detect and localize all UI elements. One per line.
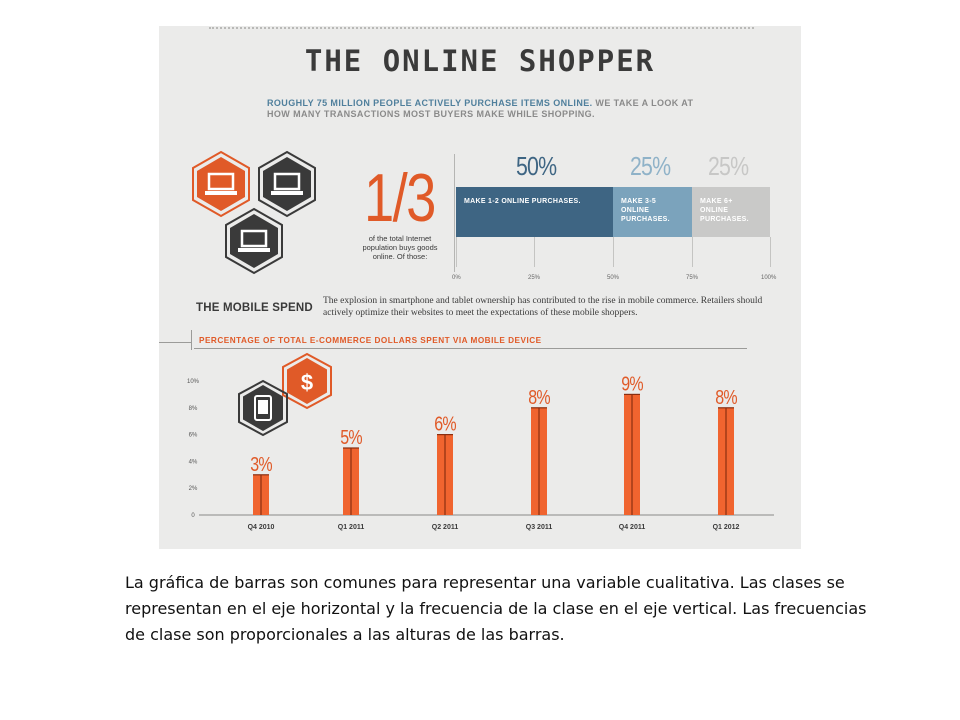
breakdown-segment-1: MAKE 1-2 ONLINE PURCHASES.	[456, 187, 613, 237]
breakdown-tick-label: 100%	[761, 275, 777, 281]
breakdown-segment-3: MAKE 6+ ONLINE PURCHASES.	[692, 187, 770, 237]
fraction-value: 1/3	[364, 160, 436, 236]
bar-chart: 0 2% 4% 6% 8% 10% 3% Q4 2010 5% Q1 2011 6% Q2 2011 8…	[187, 373, 774, 531]
breakdown-tick-label: 0%	[452, 275, 461, 281]
laptop-icon	[192, 150, 250, 218]
x-tick-label: Q4 2011	[619, 524, 646, 531]
tablet-icon	[238, 379, 288, 437]
infographic-title: THE ONLINE SHOPPER	[304, 44, 656, 78]
bar-value-label: 3%	[250, 453, 272, 475]
segment-label: MAKE 6+ ONLINE PURCHASES.	[700, 198, 749, 223]
vertical-divider	[454, 154, 455, 272]
laptop-icon	[225, 207, 283, 275]
intro-rest: WE TAKE A LOOK AT HOW MANY TRANSACTIONS …	[267, 98, 694, 119]
percent-label-3: 25%	[708, 151, 749, 181]
title-rule	[194, 348, 747, 349]
dollar-icon: $	[282, 352, 332, 410]
title-rule-tick	[191, 330, 192, 350]
breakdown-tick-label: 25%	[528, 275, 541, 281]
mobile-spend-title: THE MOBILE SPEND	[196, 302, 313, 314]
y-tick-label: 6%	[189, 433, 198, 439]
title-rule-stub	[159, 342, 192, 343]
y-tick-label: 4%	[189, 459, 198, 465]
x-tick-label: Q3 2011	[526, 524, 553, 531]
percent-label-1: 50%	[516, 151, 557, 181]
y-tick-label: 2%	[189, 486, 198, 492]
breakdown-segment-2: MAKE 3-5 ONLINE PURCHASES.	[613, 187, 692, 237]
breakdown-tick-label: 75%	[686, 275, 699, 281]
x-tick-label: Q1 2011	[338, 524, 365, 531]
bar-value-label: 6%	[434, 413, 456, 435]
y-tick-label: 10%	[187, 379, 200, 385]
intro-text: ROUGHLY 75 MILLION PEOPLE ACTIVELY PURCH…	[267, 98, 717, 120]
bar-value-label: 9%	[621, 373, 643, 395]
bar-value-label: 8%	[528, 386, 550, 408]
bar-value-label: 8%	[715, 386, 737, 408]
segment-label: MAKE 3-5 ONLINE PURCHASES.	[621, 198, 670, 223]
fraction-caption: of the total Internet population buys go…	[362, 234, 438, 261]
x-tick-label: Q4 2010	[248, 524, 275, 531]
y-tick-label: 0	[191, 513, 195, 519]
breakdown-tick	[456, 237, 457, 267]
breakdown-tick	[613, 237, 614, 267]
mobile-spend-description: The explosion in smartphone and tablet o…	[323, 296, 763, 318]
segment-label: MAKE 1-2 ONLINE PURCHASES.	[464, 198, 581, 205]
intro-lead: ROUGHLY 75 MILLION PEOPLE ACTIVELY PURCH…	[267, 98, 593, 108]
dotted-divider	[209, 27, 754, 29]
chart-title: PERCENTAGE OF TOTAL E-COMMERCE DOLLARS S…	[199, 336, 542, 345]
breakdown-tick	[770, 237, 771, 267]
breakdown-tick-label: 50%	[607, 275, 620, 281]
y-tick-label: 8%	[189, 406, 198, 412]
dollar-symbol: $	[301, 370, 313, 395]
breakdown-tick	[692, 237, 693, 267]
breakdown-tick	[534, 237, 535, 267]
x-tick-label: Q1 2012	[713, 524, 740, 531]
percent-label-2: 25%	[630, 151, 671, 181]
bar-value-label: 5%	[340, 426, 362, 448]
infographic-panel: THE ONLINE SHOPPER ROUGHLY 75 MILLION PE…	[159, 26, 801, 549]
caption-text: La gráfica de barras son comunes para re…	[125, 573, 867, 644]
laptop-icon	[258, 150, 316, 218]
x-tick-label: Q2 2011	[432, 524, 459, 531]
